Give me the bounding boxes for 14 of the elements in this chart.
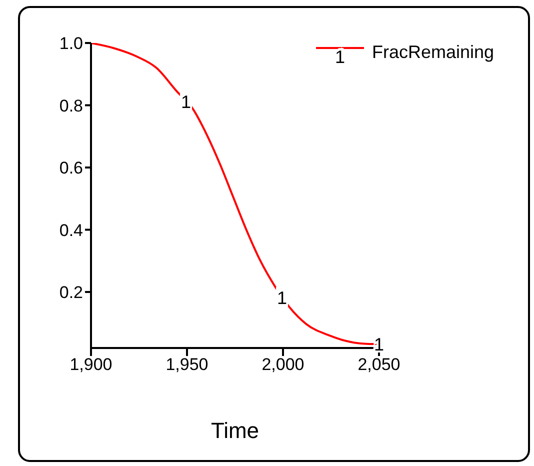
x-axis-title: Time — [210, 418, 260, 444]
x-tick-label: 1,900 — [70, 355, 112, 374]
text: 1 — [334, 47, 345, 67]
y-tick-label: 0.2 — [59, 283, 83, 302]
annotation: 1 — [276, 287, 288, 309]
annotation: 1 — [180, 91, 192, 113]
y-tick-label: 0.4 — [59, 220, 83, 240]
y-tick-label: 0.8 — [59, 96, 83, 116]
x-tick-label: 2,050 — [358, 355, 400, 374]
x-tick-label: 1,950 — [166, 355, 208, 374]
y-tick-label: 1.0 — [59, 34, 83, 54]
y-tick-label: 0.6 — [59, 158, 83, 178]
x-tick-label: 2,000 — [262, 355, 304, 374]
legend-label: FracRemaining — [372, 42, 494, 62]
